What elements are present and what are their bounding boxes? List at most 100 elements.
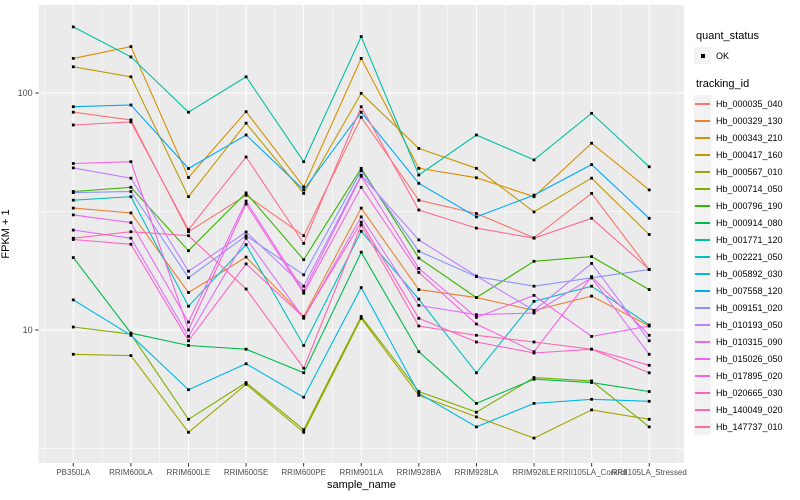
x-tick-label: RRIM928LE (512, 468, 556, 477)
data-point (417, 208, 421, 212)
legend-key (694, 214, 711, 231)
data-point (475, 340, 478, 344)
data-point (417, 166, 421, 170)
data-point (647, 268, 651, 271)
data-point (532, 236, 536, 240)
data-point (244, 191, 248, 195)
data-point (302, 291, 306, 295)
data-point (129, 333, 133, 337)
data-point (244, 347, 248, 351)
data-point (647, 333, 651, 337)
data-point (359, 315, 363, 318)
data-point (359, 174, 363, 178)
legend-quant-status: quant_status OK (694, 30, 800, 64)
legend-entry-Hb_005892_030: Hb_005892_030 (694, 265, 800, 282)
data-point (359, 223, 363, 227)
legend-label: Hb_000329_130 (716, 115, 783, 126)
legend-key (694, 231, 711, 248)
data-point (71, 191, 75, 194)
legend-line-swatch (695, 425, 710, 428)
data-point (187, 339, 190, 343)
legend-line-swatch (695, 238, 710, 241)
data-point (244, 110, 248, 114)
legend-line-swatch (695, 340, 710, 343)
data-point (359, 229, 363, 233)
x-tick-label: RRII105LA_Control (557, 468, 627, 477)
data-point (71, 123, 75, 127)
data-point (244, 243, 248, 247)
legend-entry-Hb_000035_040: Hb_000035_040 (694, 95, 800, 112)
legend-line-swatch (695, 119, 710, 122)
data-point (647, 216, 651, 220)
data-point (129, 45, 133, 48)
data-point (359, 105, 363, 109)
x-axis-title: sample_name (326, 479, 397, 491)
legend-entry-Hb_001771_120: Hb_001771_120 (694, 231, 800, 248)
data-point (532, 294, 536, 297)
data-point (475, 371, 478, 375)
data-point (532, 436, 536, 440)
data-point (647, 363, 651, 367)
data-point (475, 133, 478, 137)
legend-label: Hb_015026_050 (716, 353, 783, 364)
data-point (302, 234, 306, 238)
data-point (359, 110, 363, 114)
data-point (302, 284, 306, 288)
data-point (532, 158, 536, 162)
legend-label: Hb_140049_020 (716, 404, 783, 415)
data-point (417, 324, 421, 328)
legend-line-swatch (695, 170, 710, 173)
data-point (71, 298, 75, 302)
data-point (359, 316, 363, 320)
data-point (302, 371, 306, 375)
data-point (302, 289, 306, 293)
data-point (359, 206, 363, 210)
data-point (71, 213, 75, 217)
data-point (302, 428, 306, 431)
data-point (244, 199, 248, 203)
data-point (187, 291, 190, 294)
data-point (590, 216, 593, 220)
legend-line-swatch (695, 204, 710, 207)
data-point (187, 234, 190, 238)
data-point (417, 173, 421, 177)
data-point (187, 230, 190, 234)
data-point (590, 284, 593, 288)
legend-entry-Hb_010193_050: Hb_010193_050 (694, 316, 800, 333)
legend-key (694, 316, 711, 333)
legend-label: Hb_000714_050 (716, 183, 783, 194)
data-point (302, 430, 306, 434)
data-point (187, 228, 190, 232)
data-point (590, 275, 593, 278)
data-point (244, 255, 248, 259)
data-point (417, 350, 421, 354)
data-point (302, 188, 306, 192)
legend-key (694, 197, 711, 214)
legend-line-swatch (695, 153, 710, 156)
data-point (244, 193, 248, 197)
data-point (71, 166, 75, 170)
legend-key (694, 367, 711, 384)
data-point (244, 382, 248, 386)
data-point (129, 190, 133, 193)
data-point (590, 163, 593, 166)
data-point (129, 75, 133, 79)
data-point (475, 176, 478, 180)
legend-entry-Hb_000714_050: Hb_000714_050 (694, 180, 800, 197)
data-point (187, 417, 190, 421)
legend-line-swatch (695, 187, 710, 190)
data-point (475, 333, 478, 337)
legend-label: Hb_000914_080 (716, 217, 783, 228)
data-point (244, 155, 248, 159)
data-point (244, 287, 248, 291)
legend-line-swatch (695, 102, 710, 105)
data-point (187, 269, 190, 273)
legend-label: Hb_000343_210 (716, 132, 783, 143)
legend-entry-Hb_000343_210: Hb_000343_210 (694, 129, 800, 146)
data-point (71, 198, 75, 202)
x-tick-label: RRIM600LA (109, 468, 153, 477)
data-point (417, 288, 421, 291)
data-point (187, 430, 190, 434)
